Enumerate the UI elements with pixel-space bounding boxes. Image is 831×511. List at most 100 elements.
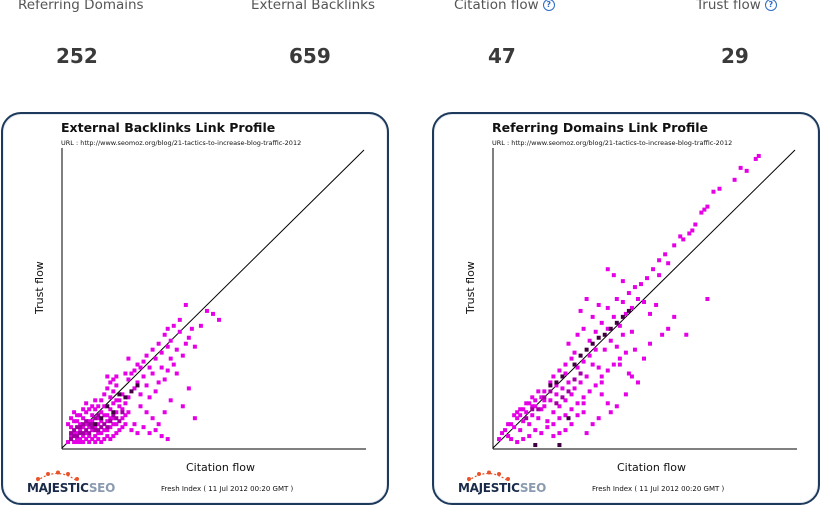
- scatter-point: [108, 416, 113, 421]
- help-icon[interactable]: ?: [542, 0, 555, 11]
- scatter-point: [132, 368, 137, 373]
- scatter-point: [657, 258, 662, 263]
- scatter-point: [563, 398, 568, 403]
- scatter-point: [738, 165, 743, 170]
- scatter-point: [521, 437, 526, 442]
- scatter-point: [141, 359, 146, 364]
- scatter-point: [108, 407, 113, 412]
- scatter-point: [75, 440, 80, 445]
- scatter-point: [587, 389, 592, 394]
- scatter-point: [599, 392, 604, 397]
- scatter-point: [524, 410, 529, 415]
- scatter-point: [153, 428, 158, 433]
- scatter-point: [123, 371, 128, 376]
- scatter-point: [87, 431, 92, 436]
- scatter-point: [536, 407, 541, 412]
- scatter-point: [614, 404, 619, 409]
- scatter-point: [539, 395, 544, 400]
- scatter-point: [204, 308, 209, 313]
- scatter-point: [141, 374, 146, 379]
- scatter-point: [581, 359, 586, 364]
- scatter-point: [611, 362, 616, 367]
- scatter-point: [75, 413, 80, 418]
- scatter-point: [171, 323, 176, 328]
- scatter-point: [530, 407, 535, 412]
- scatter-point: [129, 428, 134, 433]
- scatter-point: [117, 419, 122, 424]
- scatter-point: [515, 410, 520, 415]
- scatter-point: [174, 371, 179, 376]
- scatter-point: [527, 401, 532, 406]
- scatter-point: [717, 186, 722, 191]
- scatter-point: [126, 377, 131, 382]
- scatter-point: [102, 413, 107, 418]
- scatter-point: [171, 362, 176, 367]
- scatter-point: [566, 341, 571, 346]
- scatter-point: [75, 434, 80, 439]
- help-icon[interactable]: ?: [764, 0, 777, 11]
- scatter-point: [192, 344, 197, 349]
- scatter-point: [96, 428, 101, 433]
- scatter-point: [153, 356, 158, 361]
- scatter-point: [605, 401, 610, 406]
- scatter-point: [635, 297, 640, 301]
- scatter-point: [551, 422, 556, 427]
- scatter-point: [684, 332, 689, 337]
- scatter-point: [690, 228, 695, 233]
- scatter-point: [518, 407, 523, 412]
- scatter-point: [542, 389, 547, 394]
- scatter-point: [569, 392, 574, 397]
- scatter-point: [96, 431, 101, 436]
- scatter-point: [509, 437, 514, 442]
- scatter-point: [217, 317, 222, 322]
- scatter-point: [617, 356, 622, 361]
- scatter-point: [626, 291, 631, 296]
- scatter-point: [96, 404, 101, 409]
- scatter-point: [605, 305, 610, 310]
- scatter-point: [99, 419, 104, 424]
- scatter-point: [117, 404, 122, 409]
- scatter-point: [132, 386, 137, 391]
- scatter-point: [81, 431, 86, 436]
- scatter-point: [620, 314, 625, 319]
- scatter-point: [162, 377, 167, 382]
- scatter-point: [548, 389, 553, 394]
- scatter-point: [126, 356, 131, 361]
- scatter-point: [608, 326, 613, 331]
- scatter-point: [81, 434, 86, 439]
- scatter-point: [744, 168, 749, 173]
- scatter-point: [560, 386, 565, 391]
- scatter-point: [539, 407, 544, 412]
- scatter-point: [114, 398, 119, 403]
- scatter-point: [623, 311, 628, 316]
- scatter-point: [72, 428, 77, 433]
- scatter-point: [521, 407, 526, 412]
- scatter-point: [75, 431, 80, 436]
- scatter-point: [569, 356, 574, 361]
- scatter-point: [138, 365, 143, 370]
- scatter-point: [93, 398, 98, 403]
- scatter-point: [611, 273, 616, 278]
- scatter-point: [123, 422, 128, 427]
- chart-panel-referring-domains: Referring Domains Link Profile URL : htt…: [432, 112, 820, 505]
- scatter-point: [114, 383, 119, 388]
- scatter-point: [702, 207, 707, 212]
- scatter-point: [90, 437, 95, 442]
- scatter-point: [566, 380, 571, 385]
- scatter-point: [545, 425, 550, 430]
- scatter-point: [102, 422, 107, 427]
- scatter-point: [614, 320, 619, 325]
- scatter-point: [536, 416, 541, 421]
- scatter-point: [590, 314, 595, 319]
- scatter-point: [596, 416, 601, 421]
- scatter-point: [111, 401, 116, 406]
- scatter-point: [542, 395, 547, 400]
- scatter-point: [87, 422, 92, 427]
- scatter-point: [180, 353, 185, 358]
- majestic-seo-logo: MAJESTICSEO: [458, 470, 548, 498]
- scatter-point: [192, 416, 197, 421]
- scatter-point: [105, 428, 110, 433]
- scatter-point: [554, 401, 559, 406]
- scatter-point: [599, 380, 604, 385]
- scatter-point: [99, 440, 104, 445]
